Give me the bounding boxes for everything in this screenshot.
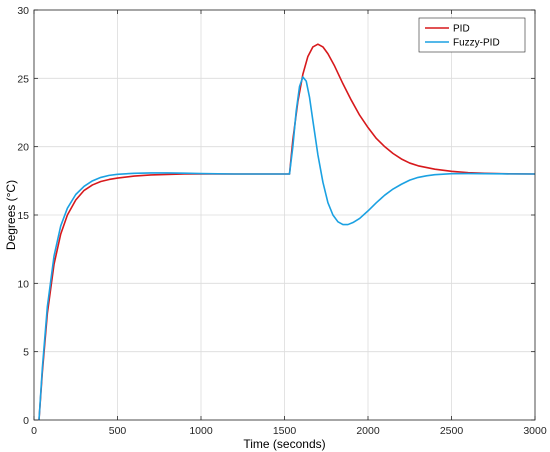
- y-tick-label: 0: [23, 415, 29, 427]
- x-tick-label: 1500: [273, 425, 297, 437]
- y-tick-label: 10: [17, 278, 29, 290]
- x-tick-label: 2000: [356, 425, 380, 437]
- y-axis-label: Degrees (°C): [4, 180, 18, 250]
- x-tick-label: 3000: [523, 425, 547, 437]
- x-tick-label: 2500: [440, 425, 464, 437]
- legend-label-pid: PID: [453, 24, 470, 35]
- series-layer: [38, 43, 536, 421]
- x-tick-label: 500: [109, 425, 127, 437]
- x-tick-label: 0: [31, 425, 37, 437]
- legend-box: [418, 17, 526, 53]
- series-line-fuzzy-pid: [38, 76, 536, 421]
- y-tick-label: 20: [17, 142, 29, 154]
- y-tick-label: 5: [23, 347, 29, 359]
- axis-ticks: 0 500 1000 1500 2000 2500 3000 0 5 10 15 20 25 30: [17, 5, 547, 437]
- y-tick-label: 15: [17, 210, 29, 222]
- y-tick-label: 30: [17, 5, 29, 17]
- legend: PID Fuzzy-PID: [418, 17, 526, 53]
- y-tick-label: 25: [17, 73, 29, 85]
- legend-label-fuzzy-pid: Fuzzy-PID: [453, 38, 500, 49]
- x-axis-label: Time (seconds): [243, 437, 325, 451]
- x-tick-label: 1000: [189, 425, 213, 437]
- series-line-pid: [38, 43, 536, 421]
